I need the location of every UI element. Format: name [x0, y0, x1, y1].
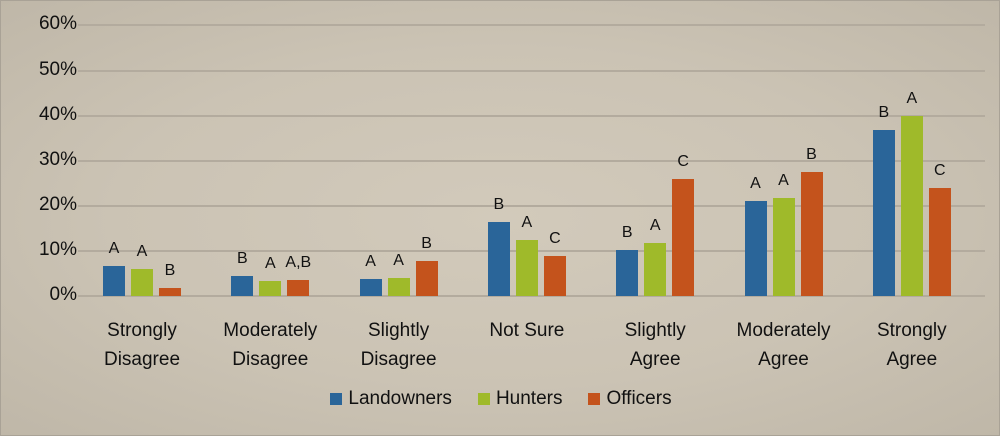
- gridline: [78, 24, 985, 27]
- bar-hunters: [515, 240, 538, 296]
- bar-landowners: [103, 265, 125, 296]
- category-label-line: Slightly: [367, 320, 430, 341]
- category-label: Moderately Agree: [719, 316, 849, 374]
- significance-label: C: [549, 229, 561, 247]
- legend-label: Hunters: [495, 388, 563, 409]
- category-label-line: Moderately: [736, 320, 831, 341]
- bar-officers: [800, 172, 823, 296]
- bar-landowners: [744, 201, 767, 296]
- category-label-line: Moderately: [223, 320, 318, 341]
- legend: Landowners Hunters Officers: [1, 388, 1000, 410]
- category-label: Slightly Agree: [590, 316, 720, 374]
- bar-hunters: [644, 242, 667, 296]
- category-label-line: Agree: [629, 349, 681, 370]
- category-label-line: Not Sure: [489, 320, 565, 341]
- legend-swatch-officers: [588, 393, 601, 405]
- category-label-line: Agree: [758, 349, 809, 370]
- bar-landowners: [872, 130, 895, 296]
- bar-officers: [159, 288, 181, 296]
- y-tick-label: 50%: [38, 58, 77, 80]
- y-tick-label: 30%: [38, 148, 77, 170]
- significance-label: A: [365, 253, 376, 271]
- bar-landowners: [359, 279, 382, 296]
- category-label-line: Slightly: [624, 320, 686, 341]
- gridline: [78, 159, 985, 162]
- category-label-line: Disagree: [232, 349, 309, 370]
- gridline: [78, 69, 985, 72]
- legend-item-landowners: Landowners: [330, 388, 452, 410]
- bar-hunters: [772, 198, 795, 296]
- y-tick-label: 10%: [38, 238, 77, 260]
- bar-hunters: [259, 281, 282, 296]
- category-label-line: Strongly: [107, 320, 177, 341]
- significance-label: B: [878, 104, 890, 122]
- category-label-line: Disagree: [103, 349, 181, 370]
- bar-landowners: [487, 222, 510, 296]
- significance-label: B: [164, 262, 176, 280]
- legend-item-hunters: Hunters: [477, 388, 563, 410]
- significance-label: B: [236, 250, 248, 268]
- category-label: Strongly Disagree: [77, 316, 207, 374]
- significance-label: A: [264, 255, 276, 273]
- y-tick-label: 20%: [38, 193, 77, 215]
- bar-officers: [928, 188, 951, 296]
- significance-label: B: [493, 196, 505, 214]
- y-tick-label: 60%: [38, 13, 77, 35]
- bar-landowners: [616, 249, 639, 296]
- significance-label: A: [649, 216, 661, 234]
- significance-label: A: [136, 242, 148, 260]
- legend-item-officers: Officers: [588, 388, 672, 410]
- bar-officers: [543, 255, 566, 296]
- gridline: [78, 114, 985, 117]
- significance-label: B: [421, 234, 432, 252]
- significance-label: B: [806, 146, 817, 164]
- category-label-line: Disagree: [360, 349, 437, 370]
- legend-label: Landowners: [348, 388, 452, 409]
- bar-officers: [415, 260, 438, 296]
- significance-label: B: [621, 223, 633, 241]
- significance-label: C: [934, 162, 946, 180]
- gridline: [78, 204, 985, 207]
- gridline: [78, 295, 985, 297]
- y-tick-label: 0%: [49, 284, 77, 305]
- significance-label: A: [393, 252, 404, 270]
- category-label: Slightly Disagree: [334, 316, 464, 374]
- category-label-line: Strongly: [876, 320, 947, 341]
- category-label: Moderately Disagree: [205, 316, 335, 374]
- legend-swatch-hunters: [477, 393, 490, 405]
- category-label-line: [462, 345, 592, 374]
- significance-label: A: [521, 214, 533, 232]
- significance-label: A: [778, 172, 789, 190]
- bar-hunters: [131, 268, 153, 296]
- legend-swatch-landowners: [330, 393, 343, 405]
- bar-hunters: [900, 116, 923, 296]
- y-tick-label: 40%: [38, 103, 77, 125]
- legend-label: Officers: [606, 388, 672, 409]
- significance-label: A: [750, 175, 761, 193]
- significance-label: A: [906, 90, 918, 108]
- bar-landowners: [231, 276, 254, 296]
- significance-label: C: [677, 153, 689, 171]
- bar-hunters: [387, 278, 410, 296]
- bar-officers: [672, 179, 695, 296]
- category-label-line: Agree: [886, 349, 938, 370]
- bar-officers: [287, 279, 310, 296]
- significance-label: A: [108, 239, 120, 257]
- significance-label: A,B: [285, 253, 312, 271]
- category-label: Not Sure: [462, 316, 592, 374]
- category-label: Strongly Agree: [847, 316, 977, 374]
